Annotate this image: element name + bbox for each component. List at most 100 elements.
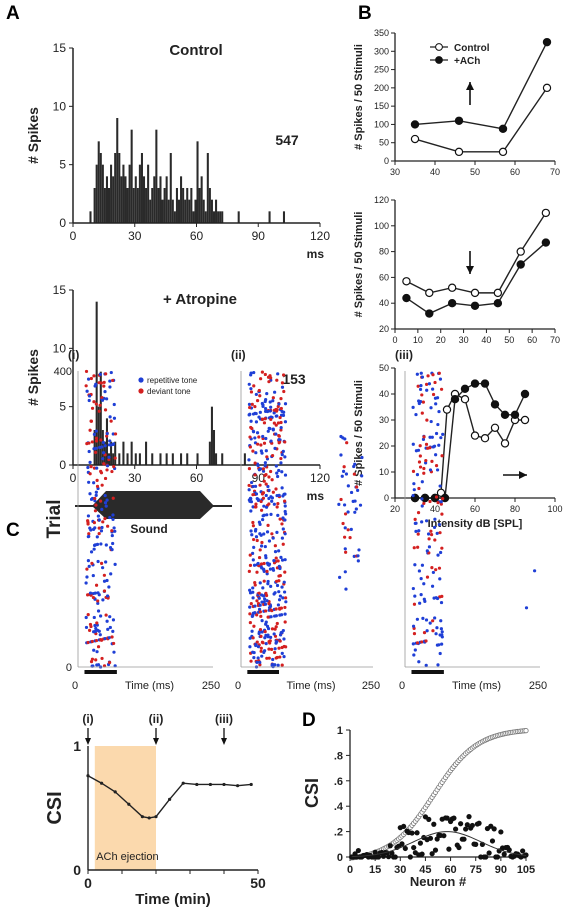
deviant-spike	[431, 373, 435, 377]
repetitive-spike	[252, 563, 257, 567]
deviant-spike	[257, 435, 261, 439]
repetitive-spike	[273, 446, 277, 450]
repetitive-spike	[108, 415, 112, 419]
deviant-spike	[100, 656, 104, 661]
repetitive-spike	[98, 633, 102, 637]
neuron-csi-point	[523, 852, 529, 858]
hist-bar	[101, 164, 104, 223]
deviant-spike	[98, 499, 103, 503]
neuron-csi-point	[429, 851, 435, 857]
repetitive-spike	[101, 566, 105, 570]
repetitive-spike	[438, 377, 443, 381]
sound-label: Sound	[130, 522, 167, 536]
repetitive-spike	[276, 603, 281, 607]
deviant-spike	[257, 555, 262, 560]
late-spike	[360, 474, 364, 478]
deviant-spike	[276, 404, 280, 409]
hist-bar	[161, 199, 164, 223]
deviant-spike	[106, 524, 110, 528]
y-tick-label: 300	[374, 46, 389, 56]
panel-number: (i)	[68, 348, 79, 362]
deviant-spike	[262, 441, 267, 445]
x-tick-label: 70	[550, 335, 560, 345]
x-tick-label: 50	[504, 335, 514, 345]
deviant-spike	[273, 650, 277, 655]
time-marker-head	[221, 738, 227, 745]
hist-bar	[188, 199, 191, 223]
hist-bar	[212, 430, 216, 465]
deviant-spike	[255, 538, 259, 543]
deviant-spike	[273, 627, 277, 631]
hist-bar	[99, 371, 102, 465]
repetitive-spike	[430, 435, 434, 439]
deviant-spike	[272, 408, 277, 412]
repetitive-spike	[261, 434, 265, 439]
hist-bar	[122, 164, 125, 223]
repetitive-spike	[86, 377, 91, 381]
repetitive-spike	[258, 581, 262, 585]
deviant-spike	[278, 655, 282, 659]
repetitive-spike	[435, 531, 439, 535]
repetitive-spike	[257, 607, 262, 611]
deviant-spike	[276, 421, 281, 425]
repetitive-spike	[248, 499, 252, 503]
repetitive-spike	[282, 580, 286, 584]
repetitive-spike	[95, 466, 99, 470]
repetitive-spike	[107, 455, 111, 459]
repetitive-spike	[108, 545, 113, 550]
repetitive-spike	[266, 579, 270, 584]
neuron-csi-point	[427, 835, 434, 841]
repetitive-spike	[98, 372, 102, 376]
hist-bar	[122, 441, 125, 465]
x-tick-label: 30	[394, 864, 406, 876]
repetitive-spike	[280, 651, 284, 655]
time-marker-head	[153, 738, 159, 745]
hist-bar	[175, 188, 178, 223]
repetitive-spike	[440, 633, 444, 637]
neuron-csi-point	[375, 854, 382, 860]
repetitive-spike	[111, 513, 115, 517]
repetitive-spike	[264, 398, 268, 402]
deviant-spike	[98, 403, 102, 407]
repetitive-spike	[420, 520, 424, 524]
deviant-spike	[275, 621, 279, 626]
open-marker	[460, 395, 470, 404]
late-spike	[339, 497, 343, 502]
hist-bar	[180, 176, 183, 223]
repetitive-spike	[112, 402, 116, 407]
repetitive-spike	[108, 515, 112, 520]
hist-bar	[147, 164, 150, 223]
repetitive-spike	[249, 480, 254, 485]
repetitive-spike	[283, 612, 287, 616]
repetitive-spike	[275, 414, 279, 418]
deviant-spike	[422, 466, 426, 471]
repetitive-spike	[105, 464, 110, 468]
open-marker	[410, 134, 420, 144]
repetitive-spike	[263, 602, 268, 606]
neuron-csi-point	[469, 822, 475, 829]
late-spike	[338, 575, 342, 579]
deviant-spike	[102, 573, 106, 577]
x-tick-label: 40	[481, 335, 491, 345]
deviant-spike	[88, 428, 92, 432]
repetitive-spike	[264, 449, 268, 453]
repetitive-spike	[433, 616, 437, 620]
y-axis-label: CSI	[44, 791, 66, 824]
repetitive-spike	[418, 601, 422, 605]
late-spike	[354, 507, 358, 511]
deviant-spike	[97, 526, 101, 530]
repetitive-spike	[283, 558, 287, 562]
deviant-spike	[94, 503, 98, 507]
repetitive-spike	[105, 619, 109, 623]
hist-bar	[110, 441, 113, 465]
repetitive-spike	[280, 585, 284, 589]
open-marker	[425, 288, 434, 298]
hist-bar	[196, 141, 199, 223]
neuron-csi-point	[426, 816, 432, 822]
panel-number: (ii)	[231, 348, 246, 362]
repetitive-spike	[249, 509, 253, 513]
repetitive-spike	[277, 402, 281, 406]
repetitive-spike	[435, 468, 440, 472]
late-spike	[343, 512, 348, 516]
repetitive-spike	[273, 390, 277, 394]
